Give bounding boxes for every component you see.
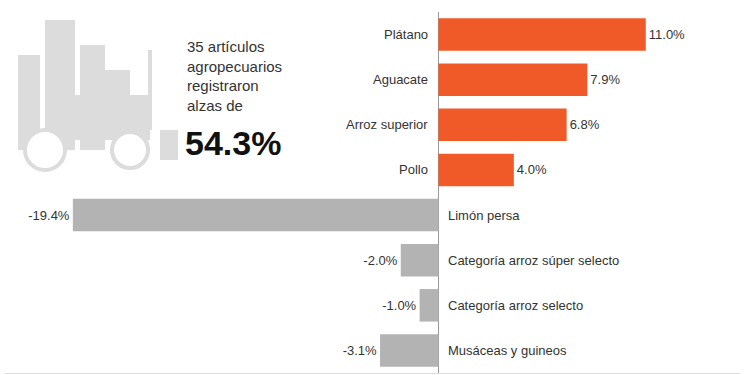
svg-text:Pollo: Pollo bbox=[399, 162, 428, 177]
svg-text:-2.0%: -2.0% bbox=[363, 253, 397, 268]
svg-text:Limón persa: Limón persa bbox=[448, 208, 520, 223]
svg-text:6.8%: 6.8% bbox=[570, 117, 600, 132]
svg-text:11.0%: 11.0% bbox=[649, 27, 685, 42]
svg-text:7.9%: 7.9% bbox=[590, 72, 620, 87]
svg-text:-3.1%: -3.1% bbox=[343, 343, 377, 358]
svg-text:Aguacate: Aguacate bbox=[373, 72, 428, 87]
svg-text:-1.0%: -1.0% bbox=[382, 298, 416, 313]
svg-text:35 artículosagropecuariosregis: 35 artículosagropecuariosregistraronalza… bbox=[187, 38, 282, 114]
svg-text:Arroz superior: Arroz superior bbox=[346, 117, 428, 132]
svg-text:Plátano: Plátano bbox=[384, 27, 428, 42]
svg-text:-19.4%: -19.4% bbox=[28, 208, 70, 223]
svg-text:Categoría arroz súper selecto: Categoría arroz súper selecto bbox=[448, 253, 619, 268]
svg-text:4.0%: 4.0% bbox=[517, 162, 547, 177]
svg-text:54.3%: 54.3% bbox=[185, 124, 281, 162]
svg-text:Musáceas y guineos: Musáceas y guineos bbox=[448, 343, 567, 358]
svg-text:Categoría arroz selecto: Categoría arroz selecto bbox=[448, 298, 583, 313]
